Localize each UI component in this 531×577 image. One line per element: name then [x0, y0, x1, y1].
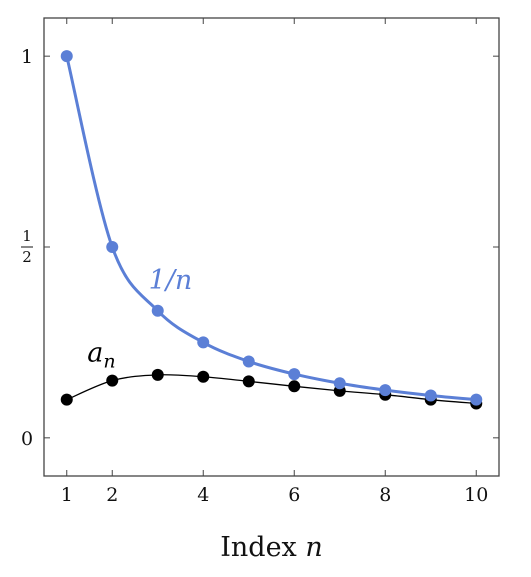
data-point	[242, 375, 255, 388]
x-tick-label: 2	[106, 484, 118, 506]
x-tick-label: 6	[288, 484, 300, 506]
series-label-1-over-n: 1/n	[149, 265, 193, 296]
data-point	[242, 355, 255, 368]
data-point	[151, 304, 164, 317]
series-line-1	[66, 374, 477, 405]
data-point	[470, 393, 483, 406]
series-line-0	[65, 55, 477, 402]
x-tick-label: 8	[379, 484, 391, 506]
data-point	[379, 384, 392, 397]
x-axis-title: Index n	[220, 532, 323, 563]
data-point	[60, 393, 73, 406]
series-layer	[60, 50, 483, 410]
series-label-a-n: an	[87, 338, 115, 373]
x-tick-label: 10	[464, 484, 488, 506]
data-point	[288, 368, 301, 381]
data-point	[60, 50, 73, 63]
data-point	[333, 377, 346, 390]
data-point	[424, 389, 437, 402]
data-point	[197, 370, 210, 383]
y-tick-label: 0	[21, 428, 33, 450]
data-point	[288, 380, 301, 393]
x-tick-label: 1	[61, 484, 73, 506]
fraction-numerator: 1	[22, 227, 32, 245]
data-point	[197, 336, 210, 349]
y-tick-label: 1	[21, 46, 33, 68]
y-tick-label-fraction: 12	[21, 227, 33, 266]
x-tick-label: 4	[197, 484, 209, 506]
data-point	[106, 241, 119, 253]
data-point	[151, 368, 164, 381]
data-point	[106, 374, 119, 387]
axis-ticks	[44, 18, 499, 476]
fraction-denominator: 2	[22, 248, 32, 266]
